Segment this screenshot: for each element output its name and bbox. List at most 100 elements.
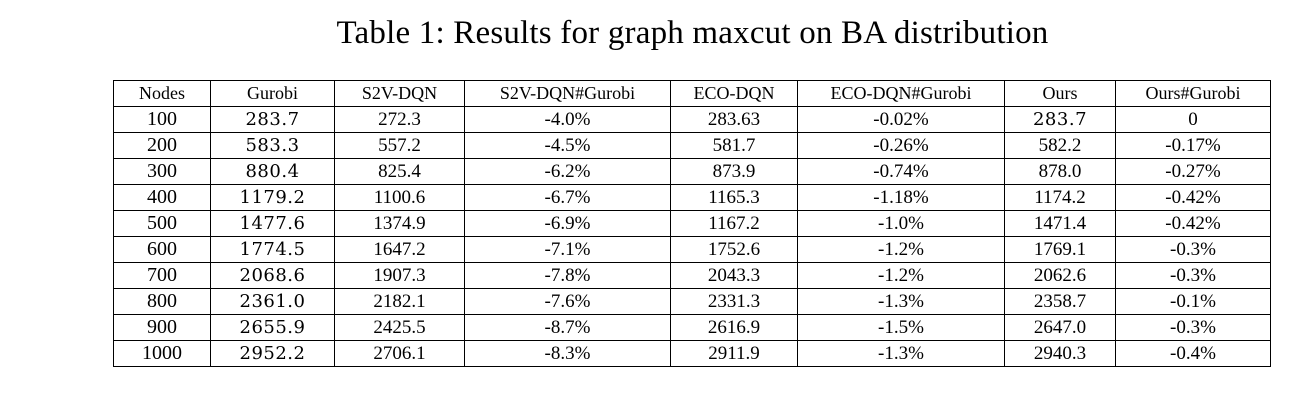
cell-ours-gap: -0.3%	[1115, 236, 1271, 263]
cell-nodes: 900	[113, 314, 211, 341]
header-nodes: Nodes	[113, 80, 211, 107]
table-row: 700 2068.6 1907.3 -7.8% 2043.3 -1.2% 2062.6 -0.…	[113, 262, 1271, 289]
cell-eco-dqn: 2043.3	[670, 262, 798, 289]
cell-nodes: 700	[113, 262, 211, 289]
table-row: 200 583.3 557.2 -4.5% 581.7 -0.26% 582.2 -0.17%	[113, 132, 1271, 159]
header-s2v-dqn-gap: S2V-DQN#Gurobi	[464, 80, 671, 107]
header-row: Nodes Gurobi S2V-DQN S2V-DQN#Gurobi ECO-DQN E…	[113, 80, 1271, 107]
cell-eco-dqn-gap: -0.02%	[797, 106, 1005, 133]
header-ours: Ours	[1004, 80, 1116, 107]
cell-eco-dqn-gap: -1.2%	[797, 262, 1005, 289]
table-row: 100 283.7 272.3 -4.0% 283.63 -0.02% 283.7 0	[113, 106, 1271, 133]
cell-s2v-dqn-gap: -8.7%	[464, 314, 671, 341]
cell-s2v-dqn: 557.2	[334, 132, 465, 159]
header-s2v-dqn: S2V-DQN	[334, 80, 465, 107]
cell-gurobi: 283.7	[210, 106, 335, 133]
cell-ours: 2647.0	[1004, 314, 1116, 341]
cell-nodes: 200	[113, 132, 211, 159]
cell-ours-gap: -0.27%	[1115, 158, 1271, 185]
cell-ours: 878.0	[1004, 158, 1116, 185]
cell-eco-dqn: 1752.6	[670, 236, 798, 263]
cell-s2v-dqn: 1647.2	[334, 236, 465, 263]
cell-eco-dqn-gap: -1.3%	[797, 288, 1005, 315]
cell-s2v-dqn: 2425.5	[334, 314, 465, 341]
cell-eco-dqn-gap: -1.2%	[797, 236, 1005, 263]
cell-ours: 1471.4	[1004, 210, 1116, 237]
cell-gurobi: 1179.2	[210, 184, 335, 211]
cell-nodes: 1000	[113, 340, 211, 367]
cell-s2v-dqn: 2706.1	[334, 340, 465, 367]
cell-ours-gap: -0.42%	[1115, 184, 1271, 211]
cell-s2v-dqn: 272.3	[334, 106, 465, 133]
cell-nodes: 300	[113, 158, 211, 185]
cell-s2v-dqn-gap: -4.5%	[464, 132, 671, 159]
cell-s2v-dqn: 1907.3	[334, 262, 465, 289]
cell-s2v-dqn-gap: -6.2%	[464, 158, 671, 185]
cell-ours-gap: -0.3%	[1115, 314, 1271, 341]
cell-eco-dqn-gap: -0.26%	[797, 132, 1005, 159]
cell-gurobi: 2361.0	[210, 288, 335, 315]
cell-eco-dqn: 283.63	[670, 106, 798, 133]
cell-ours-gap: -0.4%	[1115, 340, 1271, 367]
header-gurobi: Gurobi	[210, 80, 335, 107]
cell-gurobi: 2655.9	[210, 314, 335, 341]
cell-ours: 1769.1	[1004, 236, 1116, 263]
cell-gurobi: 880.4	[210, 158, 335, 185]
cell-ours-gap: -0.3%	[1115, 262, 1271, 289]
results-table: Nodes Gurobi S2V-DQN S2V-DQN#Gurobi ECO-DQN E…	[113, 80, 1271, 367]
cell-gurobi: 1774.5	[210, 236, 335, 263]
cell-s2v-dqn: 1100.6	[334, 184, 465, 211]
cell-eco-dqn: 2616.9	[670, 314, 798, 341]
cell-eco-dqn-gap: -1.18%	[797, 184, 1005, 211]
cell-eco-dqn: 581.7	[670, 132, 798, 159]
cell-ours-gap: -0.17%	[1115, 132, 1271, 159]
table-row: 600 1774.5 1647.2 -7.1% 1752.6 -1.2% 1769.1 -0.…	[113, 236, 1271, 263]
cell-s2v-dqn-gap: -7.6%	[464, 288, 671, 315]
cell-nodes: 100	[113, 106, 211, 133]
cell-nodes: 500	[113, 210, 211, 237]
cell-gurobi: 2952.2	[210, 340, 335, 367]
cell-ours: 2358.7	[1004, 288, 1116, 315]
cell-s2v-dqn: 825.4	[334, 158, 465, 185]
cell-eco-dqn-gap: -1.3%	[797, 340, 1005, 367]
cell-ours-gap: -0.1%	[1115, 288, 1271, 315]
table-row: 900 2655.9 2425.5 -8.7% 2616.9 -1.5% 2647.0 -0.…	[113, 314, 1271, 341]
cell-s2v-dqn-gap: -6.9%	[464, 210, 671, 237]
table-row: 1000 2952.2 2706.1 -8.3% 2911.9 -1.3% 2940.3 -0…	[113, 340, 1271, 367]
cell-gurobi: 583.3	[210, 132, 335, 159]
cell-nodes: 800	[113, 288, 211, 315]
cell-s2v-dqn-gap: -7.8%	[464, 262, 671, 289]
cell-s2v-dqn: 1374.9	[334, 210, 465, 237]
table-row: 300 880.4 825.4 -6.2% 873.9 -0.74% 878.0 -0.27%	[113, 158, 1271, 185]
header-ours-gap: Ours#Gurobi	[1115, 80, 1271, 107]
cell-eco-dqn-gap: -1.0%	[797, 210, 1005, 237]
cell-ours: 582.2	[1004, 132, 1116, 159]
cell-s2v-dqn-gap: -6.7%	[464, 184, 671, 211]
cell-ours: 1174.2	[1004, 184, 1116, 211]
cell-nodes: 600	[113, 236, 211, 263]
header-eco-dqn: ECO-DQN	[670, 80, 798, 107]
cell-s2v-dqn-gap: -4.0%	[464, 106, 671, 133]
cell-s2v-dqn-gap: -8.3%	[464, 340, 671, 367]
cell-nodes: 400	[113, 184, 211, 211]
cell-gurobi: 2068.6	[210, 262, 335, 289]
header-eco-dqn-gap: ECO-DQN#Gurobi	[797, 80, 1005, 107]
table-row: 400 1179.2 1100.6 -6.7% 1165.3 -1.18% 1174.2 -0…	[113, 184, 1271, 211]
cell-ours-gap: 0	[1115, 106, 1271, 133]
cell-gurobi: 1477.6	[210, 210, 335, 237]
cell-ours-gap: -0.42%	[1115, 210, 1271, 237]
cell-eco-dqn: 1167.2	[670, 210, 798, 237]
cell-eco-dqn: 2331.3	[670, 288, 798, 315]
table-caption: Table 1: Results for graph maxcut on BA …	[336, 15, 1049, 51]
cell-ours: 2062.6	[1004, 262, 1116, 289]
cell-eco-dqn: 873.9	[670, 158, 798, 185]
table-row: 500 1477.6 1374.9 -6.9% 1167.2 -1.0% 1471.4 -0.…	[113, 210, 1271, 237]
cell-ours: 2940.3	[1004, 340, 1116, 367]
cell-s2v-dqn-gap: -7.1%	[464, 236, 671, 263]
cell-s2v-dqn: 2182.1	[334, 288, 465, 315]
cell-eco-dqn-gap: -0.74%	[797, 158, 1005, 185]
cell-eco-dqn-gap: -1.5%	[797, 314, 1005, 341]
table-body: 100 283.7 272.3 -4.0% 283.63 -0.02% 283.7 0 200 5…	[113, 106, 1271, 367]
cell-eco-dqn: 2911.9	[670, 340, 798, 367]
table-row: 800 2361.0 2182.1 -7.6% 2331.3 -1.3% 2358.7 -0.…	[113, 288, 1271, 315]
